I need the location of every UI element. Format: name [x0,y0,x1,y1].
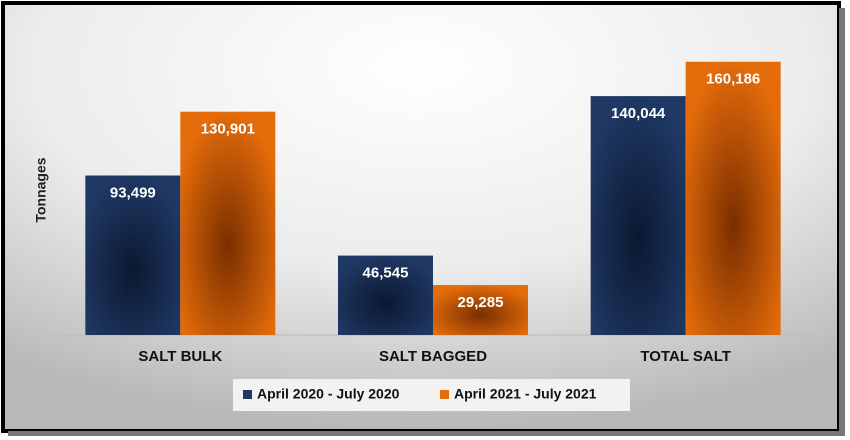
bar [590,96,686,335]
legend-label: April 2020 - July 2020 [257,386,400,402]
bar [85,175,181,335]
y-axis-label: Tonnages [33,157,49,222]
legend-label: April 2021 - July 2021 [454,386,597,402]
bar [338,255,433,335]
value-label: 46,545 [363,265,409,282]
value-label: 160,186 [706,71,760,88]
frame-shadow [839,8,845,435]
legend-box [233,379,630,411]
bar [433,285,528,335]
x-tick-label: SALT BULK [138,348,222,365]
value-label: 29,285 [458,294,504,311]
legend-swatch [243,390,252,399]
value-label: 93,499 [110,184,156,201]
legend-swatch [440,390,449,399]
x-tick-label: SALT BAGGED [379,348,487,365]
value-label: 130,901 [201,121,255,138]
x-tick-label: TOTAL SALT [640,348,731,365]
value-label: 140,044 [611,105,666,122]
bar [180,111,276,335]
bar [685,61,781,336]
frame-shadow [8,431,845,436]
